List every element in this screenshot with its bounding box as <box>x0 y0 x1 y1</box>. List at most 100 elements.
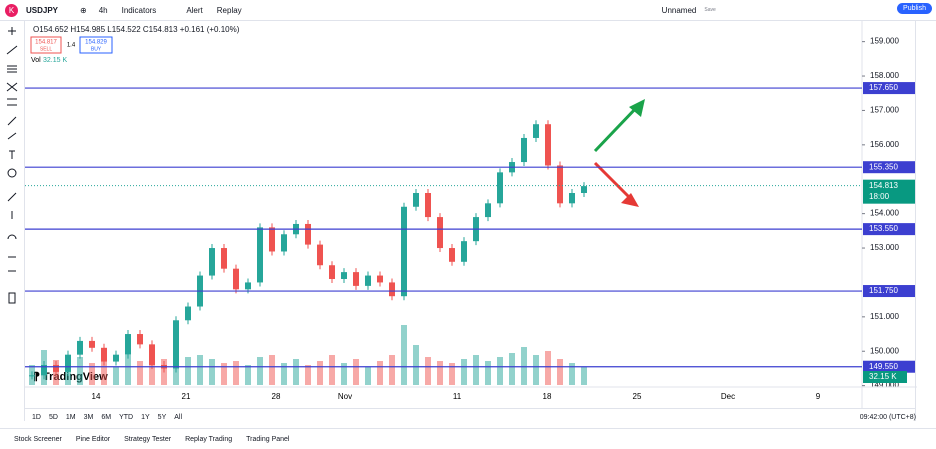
volume-bar <box>269 355 275 385</box>
vol-value: 32.15 K <box>43 57 67 64</box>
date-label: 11 <box>453 392 462 401</box>
candle <box>149 344 155 365</box>
volume-bar <box>377 361 383 385</box>
last-price: 154.813 <box>869 181 898 190</box>
candle <box>341 272 347 279</box>
volume-bar <box>89 363 95 385</box>
candle <box>389 282 395 297</box>
candle <box>533 124 539 138</box>
timeframe-button[interactable]: 1M <box>65 413 76 421</box>
level-tag <box>863 360 915 373</box>
alert[interactable]: Alert <box>186 5 203 15</box>
add-symbol[interactable]: ⊕ <box>80 5 87 15</box>
timeframe-button[interactable]: All <box>174 413 183 421</box>
indicators[interactable]: Indicators <box>121 5 157 15</box>
volume-bar <box>317 361 323 385</box>
volume-bar <box>521 347 527 385</box>
replay[interactable]: Replay <box>216 5 242 15</box>
level-tag <box>863 223 915 236</box>
candle <box>101 347 107 362</box>
price-label: 156.000 <box>870 140 899 149</box>
price-label: 159.000 <box>870 37 899 46</box>
level-tag <box>863 285 915 298</box>
volume-bar <box>557 359 563 385</box>
volume-tag <box>863 371 907 383</box>
volume-bar <box>77 357 83 385</box>
bottom-tabs: Stock Screener Pine Editor Strategy Tester… <box>0 428 936 449</box>
panel-tab[interactable]: Replay Trading <box>185 435 233 443</box>
level-label: 155.350 <box>869 162 898 171</box>
panel-tab[interactable]: Trading Panel <box>246 435 290 443</box>
candle <box>353 272 359 286</box>
volume-bar <box>221 363 227 385</box>
avatar[interactable]: K <box>5 3 18 17</box>
date-label: Dec <box>721 392 735 401</box>
volume-bar <box>449 363 455 385</box>
volume-bar <box>413 345 419 385</box>
price-label: 157.000 <box>870 106 899 115</box>
volume-bar <box>437 361 443 385</box>
volume-bar <box>281 363 287 385</box>
timeframe-button[interactable]: 3M <box>83 413 94 421</box>
candle <box>581 186 587 193</box>
volume-bar <box>41 350 47 385</box>
candle <box>77 340 83 355</box>
volume-bar <box>53 360 59 385</box>
candle <box>365 275 371 286</box>
volume-bar <box>533 355 539 385</box>
volume-bar <box>209 359 215 385</box>
volume-bar <box>305 365 311 385</box>
candle <box>137 334 143 345</box>
drawing-toolbar <box>0 21 25 421</box>
buy-price: 154.829 <box>85 40 107 46</box>
sell-price: 154.817 <box>35 40 57 46</box>
layout-name[interactable]: Unnamed <box>661 5 697 15</box>
candle <box>209 248 215 276</box>
chart: O154.652 H154.985 L154.522 C154.813 +0.1… <box>25 21 917 408</box>
countdown: 18:00 <box>869 192 890 201</box>
timeframe-button[interactable]: 5Y <box>157 413 167 421</box>
volume-bar <box>365 367 371 385</box>
candle <box>281 234 287 252</box>
candle <box>185 306 191 321</box>
date-label: 21 <box>182 392 191 401</box>
price-label: 150.000 <box>870 346 899 355</box>
volume-bar <box>149 365 155 385</box>
price-label: 158.000 <box>870 71 899 80</box>
timeframe-button[interactable]: 1Y <box>141 413 150 421</box>
last-price-tag <box>863 179 915 204</box>
candle <box>305 223 311 245</box>
panel-tab[interactable]: Strategy Tester <box>124 435 172 443</box>
bottom-toolbar: 1D 5D 1M 3M 6M YTD 1Y 5Y All 09:42:00 (UTC+8) <box>24 408 916 425</box>
timeframe-button[interactable]: 5D <box>48 413 58 421</box>
candle <box>401 206 407 297</box>
timeframe-button[interactable]: 6M <box>101 413 112 421</box>
panel-tab[interactable]: Pine Editor <box>75 435 111 443</box>
timeframe-button[interactable]: YTD <box>119 413 134 421</box>
candle <box>461 241 467 262</box>
volume-bar <box>581 367 587 385</box>
candle <box>89 340 95 348</box>
timeframe-button[interactable]: 1D <box>32 413 41 421</box>
level-label: 151.750 <box>869 286 898 295</box>
volume-bar <box>233 361 239 385</box>
tool-icons <box>6 27 18 304</box>
buy-button[interactable] <box>79 36 113 54</box>
publish[interactable]: Publish <box>897 3 932 14</box>
date-label: Nov <box>338 392 352 401</box>
price-label: 149.000 <box>870 381 899 390</box>
right-toolbar <box>915 21 936 421</box>
buy-label: BUY <box>91 46 102 52</box>
level-tag <box>863 161 915 174</box>
save[interactable]: Save <box>704 7 716 13</box>
sell-button[interactable] <box>30 36 62 54</box>
candle <box>557 165 563 204</box>
panel-tab[interactable]: Stock Screener <box>14 435 62 443</box>
price-label: 151.000 <box>870 312 899 321</box>
candle <box>221 248 227 269</box>
symbol[interactable]: USDJPY <box>26 5 59 15</box>
interval[interactable]: 4h <box>98 5 108 15</box>
candle <box>449 248 455 262</box>
volume-bar <box>485 361 491 385</box>
volume-bar <box>509 353 515 385</box>
